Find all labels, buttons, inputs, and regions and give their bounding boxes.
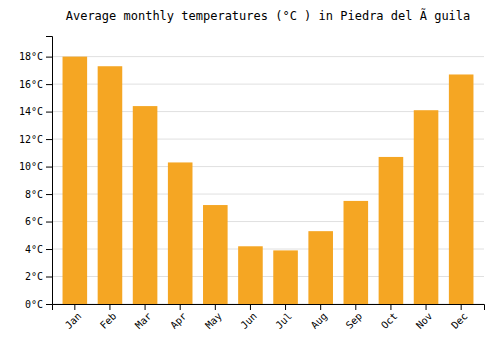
tick: 2°C — [25, 271, 52, 282]
tick-label: 16°C — [19, 79, 43, 90]
tick-mark — [285, 304, 286, 310]
tick: May — [203, 304, 224, 331]
tick-label: 4°C — [25, 244, 43, 255]
bar — [168, 162, 193, 304]
grid-line — [52, 56, 484, 57]
y-axis: 0°C 2°C 4°C 6°C 8°C 10°C 12°C 14°C 16°C 18°C — [19, 37, 53, 310]
bar — [379, 157, 404, 304]
tick-label: Sep — [344, 310, 365, 331]
tick-mark — [46, 167, 52, 168]
tick-mark — [320, 304, 321, 310]
bar — [63, 57, 88, 304]
tick-label: Dec — [449, 310, 470, 331]
tick: 12°C — [19, 134, 52, 145]
tick-label: Mar — [133, 310, 154, 331]
bar — [414, 110, 439, 304]
tick-mark — [46, 194, 52, 195]
tick: Nov — [414, 304, 435, 331]
bar — [273, 250, 298, 304]
title: Average monthly temperatures (°C ) in Pi… — [66, 8, 471, 23]
tick-label: Apr — [168, 310, 189, 331]
tick: 16°C — [19, 79, 52, 90]
bar — [344, 201, 369, 304]
tick: Oct — [379, 304, 400, 331]
tick-mark — [46, 249, 52, 250]
bar — [133, 106, 158, 304]
tick-label: 10°C — [19, 161, 43, 172]
x-axis: Jan Feb Mar Apr May Jun Jul Aug Sep Oct Nov Dec — [53, 304, 485, 331]
tick: Mar — [133, 304, 154, 331]
tick-label: Feb — [98, 310, 119, 331]
tick-mark — [215, 304, 216, 310]
tick-mark — [180, 304, 181, 310]
tick-label: May — [203, 310, 224, 331]
tick: Apr — [168, 304, 189, 331]
tick-mark — [250, 304, 251, 310]
tick-label: 12°C — [19, 134, 43, 145]
tick: Sep — [344, 304, 365, 331]
tick-mark — [74, 304, 75, 310]
tick-mark — [461, 304, 462, 310]
tick-mark — [46, 304, 52, 305]
tick-label: 2°C — [25, 271, 43, 282]
bar — [203, 205, 228, 304]
axis-line — [46, 37, 53, 305]
tick-mark — [390, 304, 391, 310]
bar — [238, 246, 263, 304]
tick: 4°C — [25, 244, 52, 255]
tick: Feb — [98, 304, 119, 331]
tick: 18°C — [19, 51, 52, 62]
tick: 0°C — [25, 299, 52, 310]
tick: 6°C — [25, 216, 52, 227]
tick-mark — [109, 304, 110, 310]
tick-label: Jun — [238, 310, 259, 331]
tick: 10°C — [19, 161, 52, 172]
tick: Jun — [238, 304, 259, 331]
bar — [449, 74, 474, 304]
tick: Jan — [63, 304, 84, 331]
tick-label: Jan — [63, 310, 84, 331]
bar — [98, 66, 123, 304]
tick-label: 0°C — [25, 299, 43, 310]
tick: 14°C — [19, 106, 52, 117]
tick: 8°C — [25, 189, 52, 200]
grid — [52, 57, 484, 304]
tick-mark — [46, 139, 52, 140]
tick-label: Nov — [414, 310, 435, 331]
tick-mark — [355, 304, 356, 310]
tick-mark — [46, 57, 52, 58]
tick-mark — [145, 304, 146, 310]
tick: Dec — [449, 304, 470, 331]
tick-label: 14°C — [19, 106, 43, 117]
bars — [63, 57, 474, 304]
tick-label: Jul — [273, 310, 294, 331]
tick-label: Aug — [309, 310, 330, 331]
bar — [308, 231, 333, 304]
tick-label: Oct — [379, 310, 400, 331]
tick-mark — [426, 304, 427, 310]
tick: Aug — [309, 304, 330, 331]
tick-mark — [46, 277, 52, 278]
tick-label: 8°C — [25, 189, 43, 200]
tick-mark — [46, 222, 52, 223]
axis-line — [53, 305, 485, 311]
tick-mark — [46, 84, 52, 85]
tick: Jul — [273, 304, 294, 331]
chart: 0°C 2°C 4°C 6°C 8°C 10°C 12°C 14°C 16°C 18°C Jan Fe… — [0, 0, 500, 350]
tick-label: 6°C — [25, 216, 43, 227]
tick-label: 18°C — [19, 51, 43, 62]
tick-mark — [46, 112, 52, 113]
